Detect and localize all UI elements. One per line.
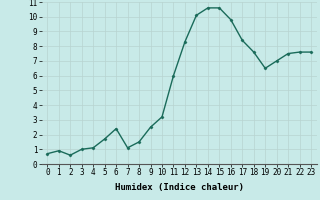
X-axis label: Humidex (Indice chaleur): Humidex (Indice chaleur) [115, 183, 244, 192]
